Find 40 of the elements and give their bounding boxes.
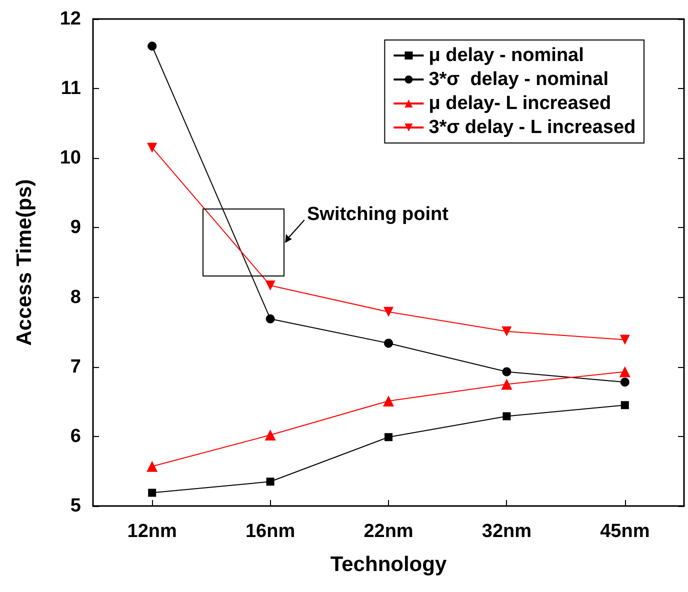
x-tick-label: 22nm [364, 521, 414, 542]
point [148, 488, 156, 497]
legend-label: 3*σ delay - L increased [428, 117, 636, 138]
y-tick-label: 11 [60, 78, 82, 100]
x-tick-label: 45nm [600, 521, 650, 542]
point [146, 460, 158, 472]
annotation: Switching point [307, 204, 450, 225]
point [620, 334, 630, 345]
point [383, 395, 394, 406]
x-axis-title: Technology [330, 553, 447, 576]
point [502, 412, 511, 420]
point [148, 42, 157, 51]
point [265, 280, 276, 290]
y-tick-label: 10 [60, 148, 81, 169]
y-tick-label: 7 [70, 356, 81, 378]
y-tick-label: 5 [70, 496, 82, 516]
legend-label: 3*σ delay - nominal [428, 69, 609, 90]
y-tick-label: 12 [60, 8, 81, 30]
y-axis-title: Access Time(ps) [13, 179, 36, 346]
point [384, 433, 392, 442]
legend-label: μ delay - nominal [428, 45, 584, 66]
point [264, 430, 276, 441]
point [619, 366, 630, 378]
point [620, 378, 630, 387]
point [147, 142, 158, 153]
y-tick-label: 8 [70, 286, 81, 308]
x-tick-label: 12nm [127, 521, 177, 542]
y-tick-label: 6 [70, 426, 81, 447]
point [266, 314, 275, 324]
legend-label: μ delay- L increased [428, 93, 612, 114]
point [384, 306, 394, 317]
point [620, 401, 629, 410]
point [502, 367, 512, 376]
x-tick-label: 32nm [482, 521, 532, 542]
point [266, 478, 274, 486]
point [384, 338, 393, 348]
x-tick-label: 16nm [245, 521, 296, 542]
point [501, 378, 512, 390]
y-tick-label: 9 [70, 217, 81, 238]
point [502, 326, 512, 336]
